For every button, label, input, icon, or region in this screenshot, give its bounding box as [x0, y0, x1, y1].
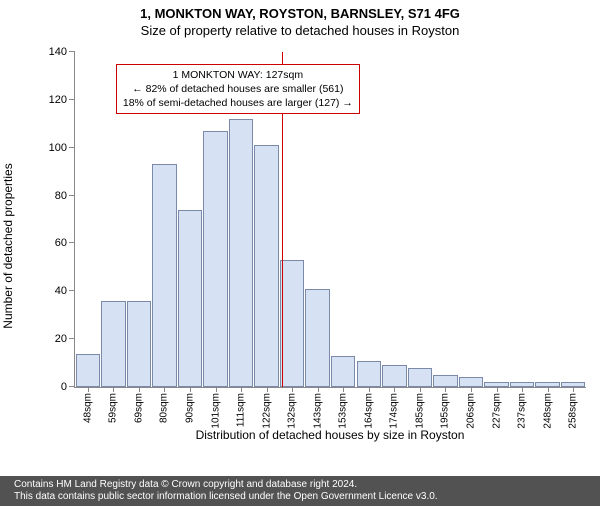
y-axis-label: Number of detached properties: [1, 163, 15, 328]
bar: [459, 377, 484, 387]
x-tick-label: 164sqm: [363, 393, 374, 429]
bar: [254, 145, 279, 387]
x-tick: [318, 387, 319, 392]
x-tick: [394, 387, 395, 392]
x-tick-label: 90sqm: [184, 393, 195, 423]
x-tick: [190, 387, 191, 392]
bar-slot: 185sqm: [407, 52, 433, 387]
y-tick: [69, 338, 75, 339]
y-tick: [69, 147, 75, 148]
x-tick: [471, 387, 472, 392]
bar: [101, 301, 126, 387]
x-tick-label: 206sqm: [465, 393, 476, 429]
x-tick-label: 248sqm: [542, 393, 553, 429]
bar: [280, 260, 305, 387]
annotation-box: 1 MONKTON WAY: 127sqm← 82% of detached h…: [116, 64, 360, 115]
x-tick-label: 153sqm: [338, 393, 349, 429]
y-tick-label: 100: [49, 142, 67, 154]
x-tick: [548, 387, 549, 392]
bar: [152, 164, 177, 387]
y-tick: [69, 195, 75, 196]
plot-area: 48sqm59sqm69sqm80sqm90sqm101sqm111sqm122…: [74, 52, 586, 388]
y-tick-label: 120: [49, 94, 67, 106]
annotation-line: 18% of semi-detached houses are larger (…: [123, 96, 353, 110]
x-axis-label: Distribution of detached houses by size …: [74, 428, 586, 442]
chart-container: Number of detached properties 48sqm59sqm…: [30, 52, 586, 440]
x-tick-label: 258sqm: [568, 393, 579, 429]
x-tick: [216, 387, 217, 392]
bar-slot: 206sqm: [458, 52, 484, 387]
annotation-line: ← 82% of detached houses are smaller (56…: [123, 82, 353, 96]
x-tick-label: 80sqm: [159, 393, 170, 423]
x-tick: [573, 387, 574, 392]
bar: [408, 368, 433, 387]
x-tick-label: 195sqm: [440, 393, 451, 429]
x-tick-label: 111sqm: [236, 393, 247, 427]
x-tick-label: 101sqm: [210, 393, 221, 429]
y-tick-label: 0: [61, 381, 67, 393]
page-title: 1, MONKTON WAY, ROYSTON, BARNSLEY, S71 4…: [0, 6, 600, 21]
bar: [178, 210, 203, 387]
bar: [382, 365, 407, 387]
x-tick-label: 143sqm: [312, 393, 323, 429]
bar: [203, 131, 228, 387]
bar: [127, 301, 152, 387]
bar-slot: 248sqm: [535, 52, 561, 387]
bar-slot: 174sqm: [382, 52, 408, 387]
x-tick-label: 185sqm: [414, 393, 425, 429]
x-tick: [445, 387, 446, 392]
bar: [433, 375, 458, 387]
x-tick: [267, 387, 268, 392]
x-tick: [522, 387, 523, 392]
y-tick-label: 40: [55, 285, 67, 297]
bar-slot: 227sqm: [484, 52, 510, 387]
x-tick-label: 69sqm: [133, 393, 144, 423]
x-tick-label: 132sqm: [287, 393, 298, 429]
y-tick-label: 80: [55, 190, 67, 202]
x-tick-label: 122sqm: [261, 393, 272, 429]
x-tick: [369, 387, 370, 392]
x-tick: [139, 387, 140, 392]
bar-slot: 195sqm: [433, 52, 459, 387]
annotation-line: 1 MONKTON WAY: 127sqm: [123, 68, 353, 82]
x-tick: [88, 387, 89, 392]
x-tick: [420, 387, 421, 392]
x-tick-label: 174sqm: [389, 393, 400, 429]
y-tick: [69, 290, 75, 291]
x-tick: [113, 387, 114, 392]
bar: [76, 354, 101, 388]
x-tick: [292, 387, 293, 392]
bar-slot: 48sqm: [75, 52, 101, 387]
x-tick: [241, 387, 242, 392]
x-tick: [497, 387, 498, 392]
y-tick-label: 60: [55, 237, 67, 249]
bar-slot: 258sqm: [560, 52, 586, 387]
x-tick-label: 227sqm: [491, 393, 502, 429]
y-tick: [69, 51, 75, 52]
bar: [305, 289, 330, 387]
footer: Contains HM Land Registry data © Crown c…: [0, 476, 600, 506]
x-tick-label: 48sqm: [82, 393, 93, 423]
bar-slot: 237sqm: [509, 52, 535, 387]
y-tick-label: 140: [49, 46, 67, 58]
bar-slot: 164sqm: [356, 52, 382, 387]
x-tick-label: 59sqm: [108, 393, 119, 423]
footer-line-2: This data contains public sector informa…: [14, 491, 600, 504]
bar: [229, 119, 254, 387]
y-tick-label: 20: [55, 333, 67, 345]
page-subtitle: Size of property relative to detached ho…: [0, 23, 600, 38]
bar: [331, 356, 356, 387]
y-tick: [69, 99, 75, 100]
y-tick: [69, 386, 75, 387]
x-tick-label: 237sqm: [517, 393, 528, 429]
x-tick: [343, 387, 344, 392]
x-tick: [164, 387, 165, 392]
y-tick: [69, 242, 75, 243]
bar: [357, 361, 382, 387]
footer-line-1: Contains HM Land Registry data © Crown c…: [14, 479, 600, 492]
